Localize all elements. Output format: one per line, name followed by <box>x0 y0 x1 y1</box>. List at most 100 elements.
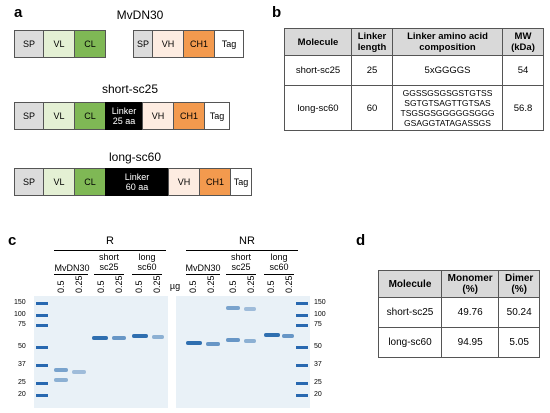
panel-letter-c: c <box>8 232 17 249</box>
panel-letter-b: b <box>272 4 282 21</box>
protein-band <box>226 306 240 310</box>
table-header-row: Molecule Linker length Linker amino acid… <box>284 28 544 56</box>
protein-band <box>186 341 202 345</box>
protein-band <box>92 336 108 340</box>
cell-monomer: 94.95 <box>440 327 500 358</box>
sp-domain: SP <box>14 102 44 130</box>
mw-marker-right: 50 <box>314 343 322 350</box>
lane-label: 0.25 <box>114 275 124 293</box>
mw-marker: 50 <box>18 343 26 350</box>
group-label-mvdn30: MvDN30 <box>54 263 90 273</box>
group-label-long-sc60: long sc60 <box>137 252 157 272</box>
ladder-band <box>296 364 308 367</box>
header-molecule: Molecule <box>284 28 352 56</box>
ladder-band <box>36 302 48 305</box>
cell-molecule: long-sc60 <box>284 85 352 131</box>
ladder-band <box>36 364 48 367</box>
protein-band <box>244 307 256 311</box>
lane-label: 0.25 <box>152 275 162 293</box>
group-underline <box>226 274 256 275</box>
ladder-band <box>36 324 48 327</box>
protein-band <box>264 333 280 337</box>
group-label-mvdn30-nr: MvDN30 <box>185 263 221 273</box>
mw-marker-right: 100 <box>314 311 326 318</box>
ladder-band <box>36 314 48 317</box>
cl-domain: CL <box>74 168 106 196</box>
lane-label: 0.25 <box>206 275 216 293</box>
table-row: long-sc60 94.95 5.05 <box>378 327 540 358</box>
ch1-domain: CH1 <box>183 30 215 58</box>
gel-nonreducing <box>176 296 310 408</box>
cl-domain: CL <box>74 30 106 58</box>
group-underline <box>132 274 162 275</box>
tag-domain: Tag <box>214 30 244 58</box>
cell-composition: 5xGGGGS <box>392 55 503 86</box>
mw-marker-right: 75 <box>314 321 322 328</box>
header-mw: MW (kDa) <box>502 28 544 56</box>
cell-dimer: 50.24 <box>498 297 540 328</box>
mw-marker: 20 <box>18 391 26 398</box>
construct-title-long-sc60: long-sc60 <box>108 150 162 164</box>
lane-label: 0.5 <box>266 280 276 293</box>
protein-band <box>226 338 240 342</box>
linker-25aa: Linker 25 aa <box>105 102 143 130</box>
condition-nr-line <box>186 250 298 251</box>
cell-molecule: short-sc25 <box>378 297 442 328</box>
lane-label: 0.5 <box>228 280 238 293</box>
protein-band <box>282 334 294 338</box>
condition-r-line <box>54 250 166 251</box>
cell-length: 60 <box>351 85 393 131</box>
group-label-short-sc25: short sc25 <box>98 252 119 272</box>
ch1-domain: CH1 <box>199 168 231 196</box>
cl-domain: CL <box>74 102 106 130</box>
cell-composition: GGSSGSGSGSTGTSS SGTGTSAGTTGTSAS TSGSGSGG… <box>392 85 503 131</box>
linker-table: Molecule Linker length Linker amino acid… <box>284 28 544 131</box>
vl-domain: VL <box>43 102 75 130</box>
sp-domain: SP <box>14 168 44 196</box>
header-monomer: Monomer (%) <box>440 270 500 298</box>
ladder-band <box>296 394 308 397</box>
mw-marker-right: 20 <box>314 391 322 398</box>
protein-band <box>244 339 256 343</box>
tag-domain: Tag <box>230 168 252 196</box>
header-dimer: Dimer (%) <box>498 270 540 298</box>
ladder-band <box>296 382 308 385</box>
lane-label: 0.5 <box>56 280 66 293</box>
ladder-band <box>36 394 48 397</box>
lane-label: 0.5 <box>134 280 144 293</box>
cell-molecule: long-sc60 <box>378 327 442 358</box>
table-row: long-sc60 60 GGSSGSGSGSTGTSS SGTGTSAGTTG… <box>284 85 544 131</box>
ladder-band <box>296 346 308 349</box>
group-label-short-sc25-nr: short sc25 <box>230 252 251 272</box>
header-linker-composition: Linker amino acid composition <box>392 28 503 56</box>
construct-title-mvdn30: MvDN30 <box>116 8 164 22</box>
lane-label: 0.5 <box>96 280 106 293</box>
vh-domain: VH <box>142 102 174 130</box>
mw-marker: 25 <box>18 379 26 386</box>
group-underline <box>54 274 88 275</box>
ladder-band <box>296 314 308 317</box>
long-sc60-construct: SP VL CL Linker 60 aa VH CH1 Tag <box>14 168 252 196</box>
cell-molecule: short-sc25 <box>284 55 352 86</box>
ladder-band <box>296 302 308 305</box>
table-header-row: Molecule Monomer (%) Dimer (%) <box>378 270 540 298</box>
cell-dimer: 5.05 <box>498 327 540 358</box>
short-sc25-construct: SP VL CL Linker 25 aa VH CH1 Tag <box>14 102 230 130</box>
vl-domain: VL <box>43 30 75 58</box>
condition-reducing: R <box>106 235 114 247</box>
lane-label: 0.25 <box>246 275 256 293</box>
protein-band <box>206 342 220 346</box>
group-label-long-sc60-nr: long sc60 <box>269 252 289 272</box>
protein-band <box>152 335 164 339</box>
sp-domain: SP <box>133 30 153 58</box>
ladder-band <box>296 324 308 327</box>
panel-letter-a: a <box>14 4 23 21</box>
mw-marker: 150 <box>14 299 26 306</box>
protein-band <box>54 378 68 382</box>
mw-marker: 37 <box>18 361 26 368</box>
condition-nonreducing: NR <box>239 235 255 247</box>
sp-domain: SP <box>14 30 44 58</box>
cell-monomer: 49.76 <box>440 297 500 328</box>
protein-band <box>132 334 148 338</box>
mw-marker-right: 37 <box>314 361 322 368</box>
